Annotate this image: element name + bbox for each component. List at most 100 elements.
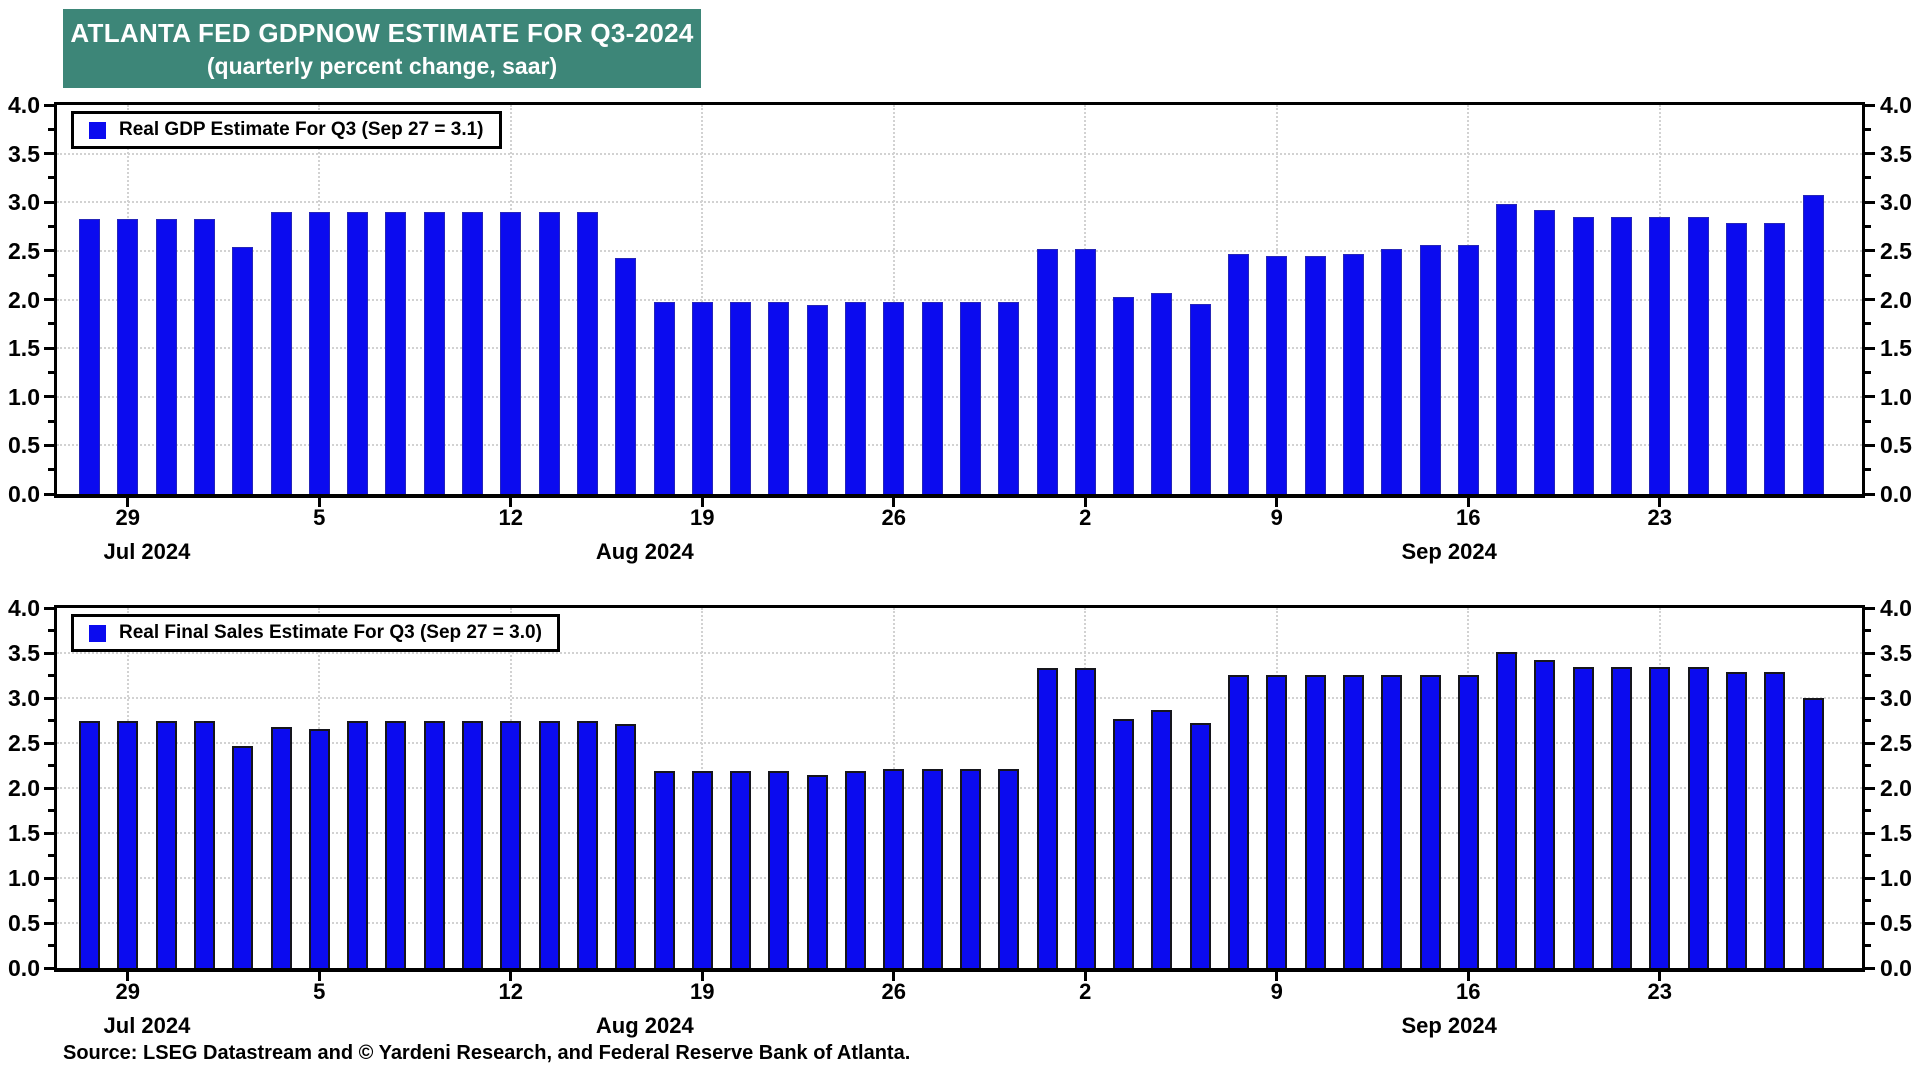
y-axis-tick [1865,764,1871,767]
y-tick-label: 1.0 [8,865,40,891]
bar [806,305,828,494]
y-tick-label: 4.0 [8,595,40,621]
y-axis-tick [1865,719,1871,722]
v-gridline [701,105,704,494]
bar [1381,674,1403,968]
y-axis-tick [1865,854,1871,857]
y-axis-tick [1865,921,1875,925]
y-axis-tick [44,346,54,350]
y-axis-tick [44,651,54,655]
h-gridline [57,298,1862,301]
y-axis-tick [1865,298,1875,301]
legend-swatch-icon [89,121,106,139]
h-gridline [57,832,1862,834]
y-tick-label: 0.0 [1880,955,1912,981]
bar [1725,671,1747,968]
y-axis-tick [1865,200,1875,204]
h-gridline [57,249,1862,252]
bar [691,770,713,968]
bar [768,770,790,968]
y-tick-label: 3.5 [8,140,40,167]
x-tick-label: 26 [881,979,907,1004]
y-axis-tick [48,629,54,632]
bar [500,720,522,968]
bar [1496,652,1518,968]
y-axis-tick [1865,651,1875,655]
h-gridline [57,444,1862,447]
y-axis-tick [48,899,54,902]
y-axis-tick [1865,876,1875,880]
y-axis-tick [44,696,54,700]
x-axis-tick [317,498,321,507]
bar [1074,248,1096,494]
x-axis-tick [700,498,704,507]
bar [806,774,828,968]
y-axis-tick [48,419,54,423]
y-axis-tick [44,249,54,253]
bar [1228,253,1249,494]
y-axis-tick [1865,395,1875,399]
bar [308,728,330,968]
y-tick-label: 2.0 [8,775,40,801]
h-gridline [57,787,1862,789]
bar [1534,660,1556,968]
bar [1419,245,1441,494]
y-tick-label: 4.0 [8,92,40,118]
h-gridline [57,152,1862,155]
h-gridline [57,347,1862,350]
final-sales-plot: Real Final Sales Estimate For Q3 (Sep 27… [54,605,1865,972]
bar [1189,723,1211,968]
x-axis-tick [317,972,321,981]
y-axis-tick [44,298,54,301]
y-axis-tick [1865,899,1871,902]
y-tick-label: 0.0 [8,955,40,981]
bar [615,257,637,494]
x-tick-label: 23 [1647,505,1673,530]
y-tick-label: 3.5 [1880,640,1912,666]
y-axis-tick [1865,322,1871,326]
month-label: Jul 2024 [103,1013,191,1038]
y-axis-tick [44,395,54,399]
x-axis-tick [1466,972,1470,981]
y-axis-tick [1865,831,1875,835]
y-axis-tick [1865,370,1871,374]
y-axis-tick [1865,273,1871,277]
y-axis-tick [48,764,54,767]
y-axis-tick [1865,468,1871,472]
bar [308,211,330,494]
y-axis-tick [1865,419,1871,423]
x-tick-label: 19 [690,979,715,1004]
bar [1036,668,1058,968]
bar [1802,698,1824,968]
y-axis-tick [48,854,54,857]
bar [1342,253,1364,494]
y-axis-tick [1865,809,1871,812]
y-axis-tick [44,876,54,880]
y-tick-label: 3.0 [8,189,40,216]
month-label: Aug 2024 [595,539,694,564]
bar [1534,210,1556,494]
y-tick-label: 1.5 [1880,335,1912,362]
bar [538,211,560,494]
x-axis-tick [1083,972,1087,981]
y-axis-tick [48,809,54,812]
x-tick-label: 29 [115,505,141,530]
y-axis-tick [1865,152,1875,156]
bar [1611,666,1632,968]
bar [1304,674,1326,968]
bar [1419,674,1441,968]
x-axis-tick [1466,498,1470,507]
y-tick-label: 0.5 [1880,432,1912,459]
y-axis-tick [44,200,54,204]
bar [270,211,292,494]
bar [538,720,560,968]
bar [730,770,752,968]
bar [1074,668,1096,968]
legend-label: Real GDP Estimate For Q3 (Sep 27 = 3.1) [119,119,484,140]
y-axis-tick [44,741,54,745]
legend-swatch-icon [89,624,106,642]
y-axis-tick [1865,492,1875,496]
x-axis-tick [892,498,896,507]
bar [959,769,981,968]
